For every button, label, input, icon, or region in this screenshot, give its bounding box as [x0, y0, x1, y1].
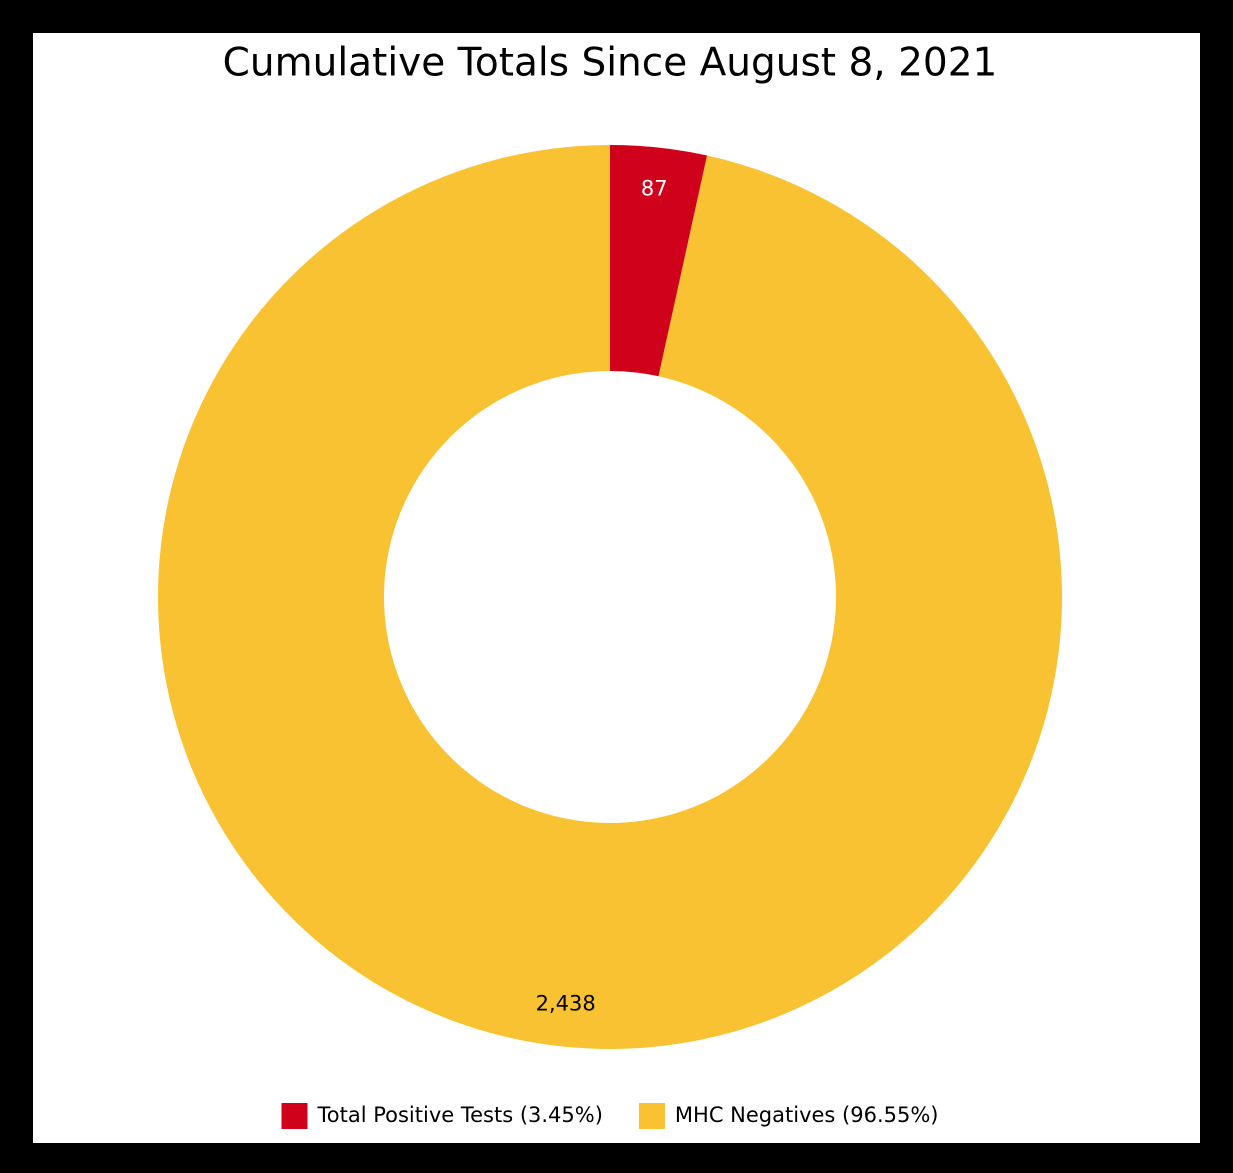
value-label: 87 [641, 176, 668, 200]
donut-slice [610, 145, 708, 377]
legend-swatch [638, 1103, 665, 1129]
chart-title: Cumulative Totals Since August 8, 2021 [223, 41, 998, 86]
legend-label: Total Positive Tests (3.45%) [317, 1103, 603, 1127]
legend-swatch [281, 1103, 308, 1129]
legend-label: MHC Negatives (96.55%) [675, 1103, 939, 1127]
value-label: 2,438 [536, 992, 596, 1016]
donut-slice [157, 145, 1062, 1049]
